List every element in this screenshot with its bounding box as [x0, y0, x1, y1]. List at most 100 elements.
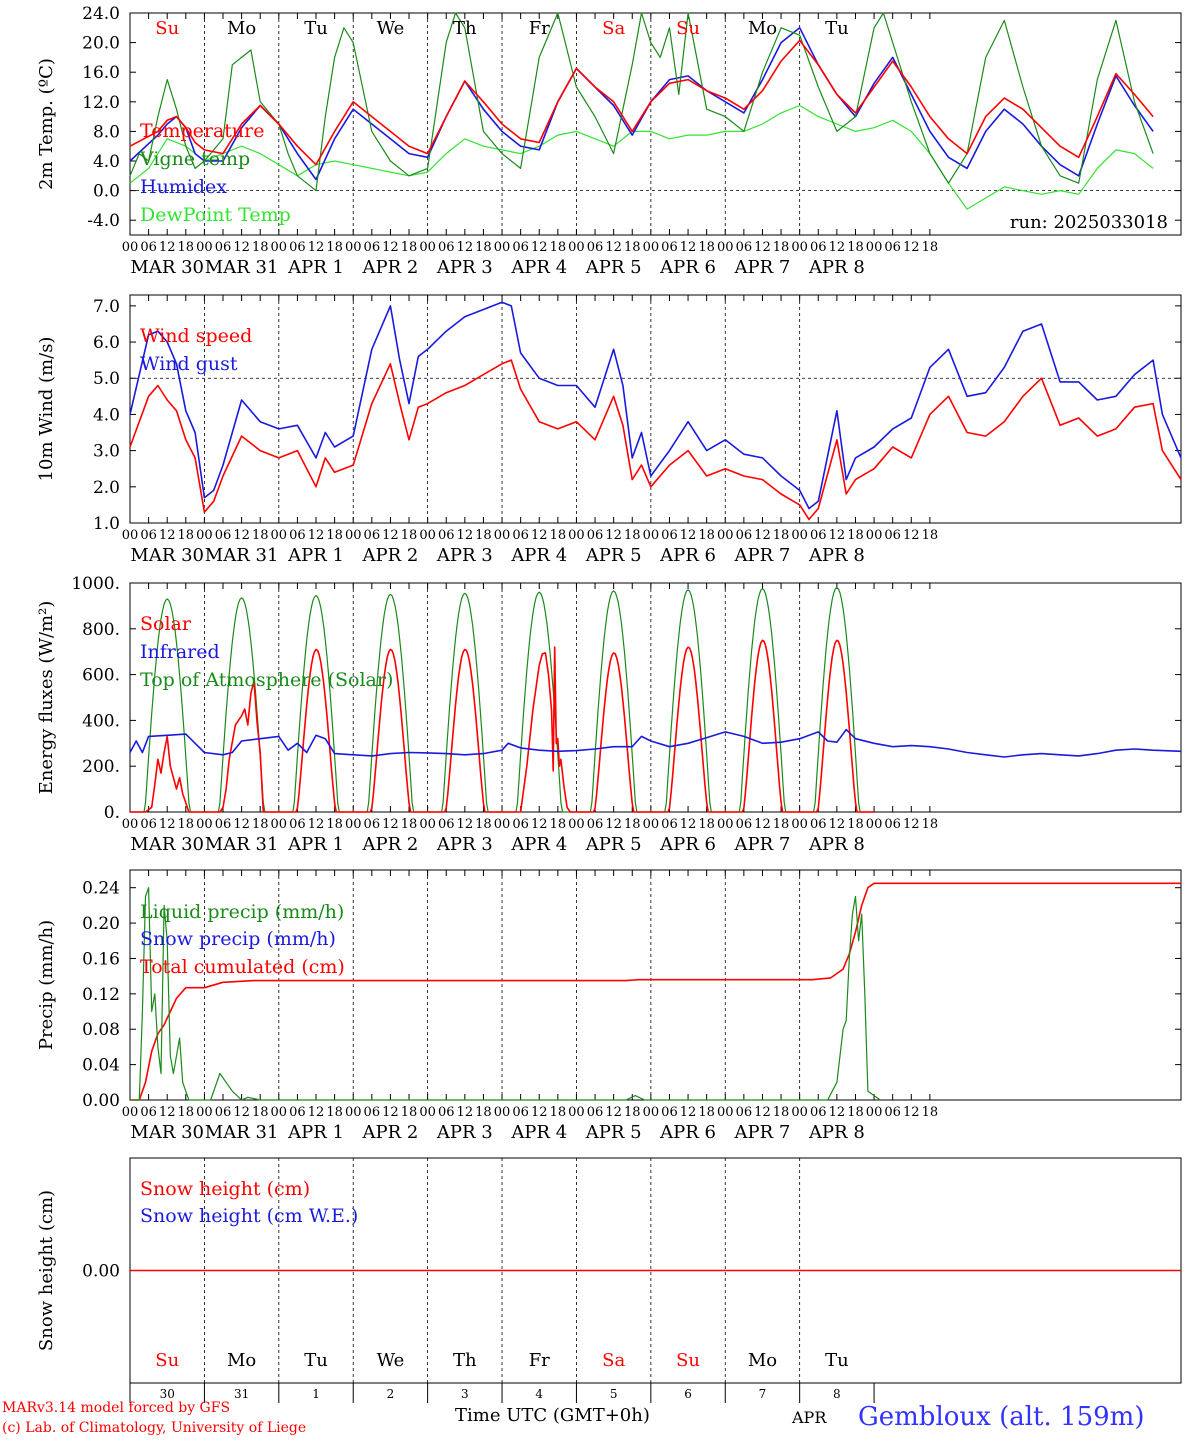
hour-tick-label: 12	[457, 1105, 474, 1120]
weekday-bottom-label: We	[377, 1350, 405, 1371]
weekday-label: Mo	[227, 18, 256, 39]
hour-tick-label: 12	[754, 528, 771, 543]
date-label: APR 4	[510, 834, 567, 855]
hour-tick-label: 06	[810, 528, 827, 543]
date-label: APR 1	[287, 1122, 344, 1143]
hour-tick-label: 18	[847, 1105, 864, 1120]
hour-tick-label: 18	[624, 817, 641, 832]
hour-tick-label: 00	[791, 240, 808, 255]
weekday-label: Su	[155, 18, 179, 39]
hour-tick-label: 12	[382, 528, 399, 543]
hour-tick-label: 12	[233, 528, 250, 543]
hour-tick-label: 06	[512, 1105, 529, 1120]
y-axis-label: Precip (mm/h)	[36, 920, 57, 1050]
hour-tick-label: 06	[215, 240, 232, 255]
hour-tick-label: 18	[475, 817, 492, 832]
hour-tick-label: 12	[754, 240, 771, 255]
y-tick-label: 8.0	[93, 122, 120, 142]
hour-tick-label: 12	[680, 1105, 697, 1120]
day-number-label: 2	[387, 1387, 395, 1401]
hour-tick-label: 00	[122, 817, 139, 832]
y-tick-label: 400.	[82, 711, 120, 731]
y-tick-label: 7.0	[93, 297, 120, 317]
hour-tick-label: 00	[122, 240, 139, 255]
hour-tick-label: 06	[736, 528, 753, 543]
series-liquid-precip-mm-h-	[130, 887, 881, 1101]
hour-tick-label: 06	[438, 1105, 455, 1120]
panel-energy: 1000. 800. 600. 400. 200. 0. Energy fluxes (W/…	[36, 574, 1182, 855]
y-tick-label: 0.20	[82, 914, 120, 934]
hour-tick-label: 12	[159, 528, 176, 543]
y-tick-label: 0.00	[82, 1262, 120, 1282]
hour-tick-label: 18	[550, 240, 567, 255]
hour-tick-label: 12	[903, 240, 920, 255]
hour-tick-label: 06	[736, 240, 753, 255]
hour-tick-label: 06	[587, 817, 604, 832]
hour-tick-label: 18	[178, 817, 195, 832]
y-axis-label: Energy fluxes (W/m²)	[36, 601, 57, 795]
weekday-bottom-label: Th	[453, 1350, 477, 1371]
hour-tick-label: 18	[326, 1105, 343, 1120]
hour-tick-label: 00	[196, 240, 213, 255]
date-label: APR 2	[362, 257, 419, 278]
hour-tick-label: 06	[215, 528, 232, 543]
hour-tick-label: 12	[159, 240, 176, 255]
hour-tick-label: 18	[922, 817, 939, 832]
legend-snow-precip-mm-h-: Snow precip (mm/h)	[140, 928, 336, 950]
hour-tick-label: 06	[289, 817, 306, 832]
weekday-bottom-label: Mo	[748, 1350, 777, 1371]
legend-dewpoint-temp: DewPoint Temp	[140, 204, 291, 226]
hour-tick-label: 00	[271, 528, 288, 543]
date-label: APR 1	[287, 545, 344, 566]
y-tick-label: 16.0	[82, 63, 120, 83]
hour-tick-label: 12	[680, 240, 697, 255]
hour-tick-label: 18	[252, 528, 269, 543]
y-tick-label: 3.0	[93, 442, 120, 462]
hour-tick-label: 12	[159, 817, 176, 832]
hour-tick-label: 06	[736, 817, 753, 832]
y-tick-label: 1000.	[71, 574, 120, 594]
date-label: APR 3	[436, 1122, 493, 1143]
day-number-label: 3	[461, 1387, 469, 1401]
hour-tick-label: 18	[550, 817, 567, 832]
y-tick-label: 1.0	[93, 514, 120, 534]
y-tick-label: 12.0	[82, 93, 120, 113]
hour-tick-label: 06	[736, 1105, 753, 1120]
hour-tick-label: 18	[847, 528, 864, 543]
hour-tick-label: 12	[903, 1105, 920, 1120]
hour-tick-label: 00	[866, 240, 883, 255]
hour-tick-label: 18	[698, 240, 715, 255]
panel-temp: 24.0 20.0 16.0 12.0 8.0 4.0 0.0 -4.0 2m Temp. (º…	[36, 4, 1182, 278]
hour-tick-label: 12	[382, 1105, 399, 1120]
hour-tick-label: 00	[494, 528, 511, 543]
hour-tick-label: 12	[233, 240, 250, 255]
date-label: APR 2	[362, 545, 419, 566]
hour-tick-label: 00	[866, 1105, 883, 1120]
hour-tick-label: 12	[382, 240, 399, 255]
hour-tick-label: 18	[922, 1105, 939, 1120]
date-label: APR 5	[585, 834, 642, 855]
weekday-label: Mo	[748, 18, 777, 39]
hour-tick-label: 00	[345, 240, 362, 255]
hour-tick-label: 00	[791, 817, 808, 832]
weekday-bottom-label: Tu	[304, 1350, 328, 1371]
date-label: APR 2	[362, 1122, 419, 1143]
hour-tick-label: 00	[494, 1105, 511, 1120]
y-tick-label: 6.0	[93, 333, 120, 353]
hour-tick-label: 00	[866, 817, 883, 832]
hour-tick-label: 00	[419, 528, 436, 543]
hour-tick-label: 18	[401, 528, 418, 543]
day-number-label: 1	[312, 1387, 320, 1401]
hour-tick-label: 18	[624, 1105, 641, 1120]
hour-tick-label: 12	[754, 1105, 771, 1120]
date-label: APR 4	[510, 257, 567, 278]
model-credit: MARv3.14 model forced by GFS	[2, 1400, 231, 1416]
date-label: APR 7	[734, 545, 791, 566]
hour-tick-label: 18	[401, 240, 418, 255]
hour-tick-label: 12	[308, 528, 325, 543]
date-label: MAR 31	[205, 257, 279, 278]
hour-tick-label: 06	[810, 1105, 827, 1120]
hour-tick-label: 06	[289, 528, 306, 543]
y-tick-label: 24.0	[82, 4, 120, 24]
hour-tick-label: 00	[568, 240, 585, 255]
